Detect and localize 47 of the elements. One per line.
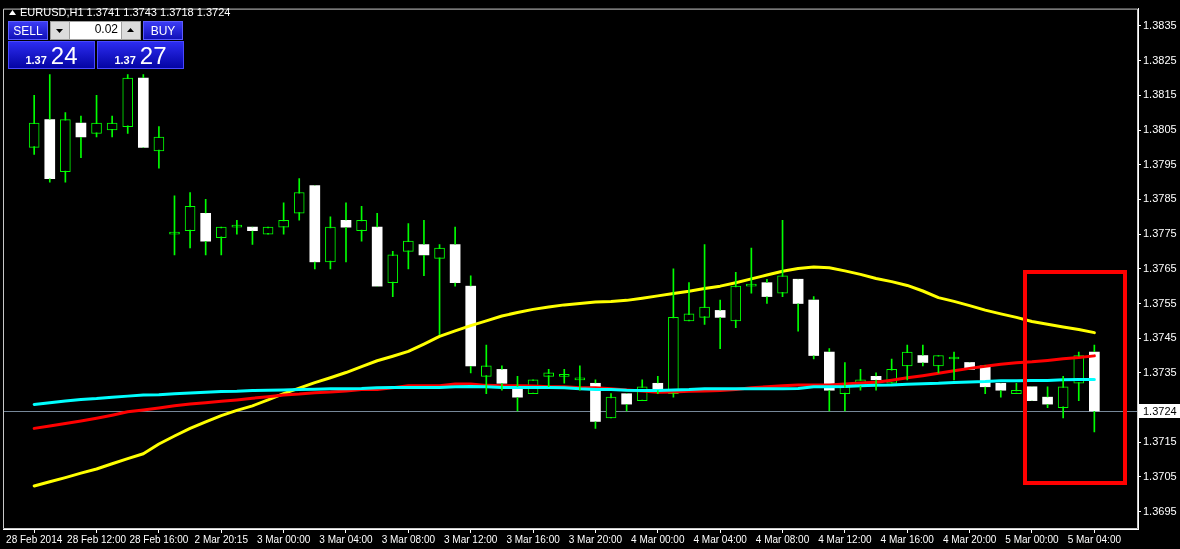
x-tick-label: 3 Mar 16:00	[506, 533, 561, 545]
x-tick-label: 3 Mar 12:00	[444, 533, 498, 545]
y-tick-label: 1.3735	[1143, 365, 1177, 378]
x-tick-label: 5 Mar 04:00	[1067, 533, 1122, 545]
y-tick-label: 1.3805	[1143, 123, 1177, 136]
x-tick-label: 28 Feb 16:00	[129, 533, 189, 545]
y-tick-label: 1.3715	[1143, 435, 1177, 448]
y-tick-label: 1.3695	[1143, 504, 1177, 517]
annotation: 1.37 24	[25, 42, 78, 70]
ref-line-label: 1.3724	[1143, 404, 1177, 417]
y-tick-label: 1.3825	[1143, 53, 1177, 66]
y-tick-label: 1.3785	[1143, 192, 1177, 205]
x-tick-label: 4 Mar 04:00	[693, 533, 748, 545]
y-tick-label: 1.3795	[1143, 157, 1177, 170]
annotation: 0.02	[94, 22, 118, 38]
sell-button: SELL	[8, 21, 48, 40]
y-tick-label: 1.3775	[1143, 227, 1177, 240]
annotation: 1.37 27	[114, 42, 167, 70]
x-tick-label: 3 Mar 20:00	[568, 533, 623, 545]
candlestick	[574, 365, 586, 391]
candlestick	[418, 219, 430, 277]
candlestick	[480, 344, 492, 395]
x-tick-label: 4 Mar 20:00	[942, 533, 997, 545]
x-tick-label: 4 Mar 00:00	[631, 533, 685, 545]
y-tick-label: 1.3755	[1143, 296, 1177, 309]
x-tick-label: 28 Feb 2014	[6, 533, 63, 545]
y-tick-label: 1.3705	[1143, 469, 1177, 482]
lot-size-field: 0.02	[50, 21, 141, 40]
x-tick-label: 2 Mar 20:15	[194, 533, 249, 545]
buy-button: BUY	[143, 21, 183, 40]
candlestick	[714, 299, 726, 349]
candlestick	[558, 369, 570, 384]
y-tick-label: 1.3815	[1143, 88, 1177, 101]
y-tick-label: 1.3835	[1143, 18, 1177, 31]
x-tick-label: 4 Mar 08:00	[755, 533, 810, 545]
sell-price-button: 1.37 24	[8, 41, 95, 69]
x-tick-label: 28 Feb 12:00	[67, 533, 127, 545]
x-tick-label: 5 Mar 00:00	[1005, 533, 1060, 545]
x-tick-label: 3 Mar 04:00	[319, 533, 374, 545]
buy-price-button: 1.37 27	[97, 41, 184, 69]
chart-title: EURUSD,H1 1.3741 1.3743 1.3718 1.3724	[20, 5, 231, 20]
x-tick-label: 4 Mar 12:00	[818, 533, 873, 545]
y-tick-label: 1.3745	[1143, 331, 1177, 344]
y-tick-label: 1.3765	[1143, 261, 1177, 274]
x-tick-label: 4 Mar 16:00	[880, 533, 935, 545]
x-tick-label: 3 Mar 00:00	[256, 533, 311, 545]
x-tick-label: 3 Mar 08:00	[381, 533, 436, 545]
